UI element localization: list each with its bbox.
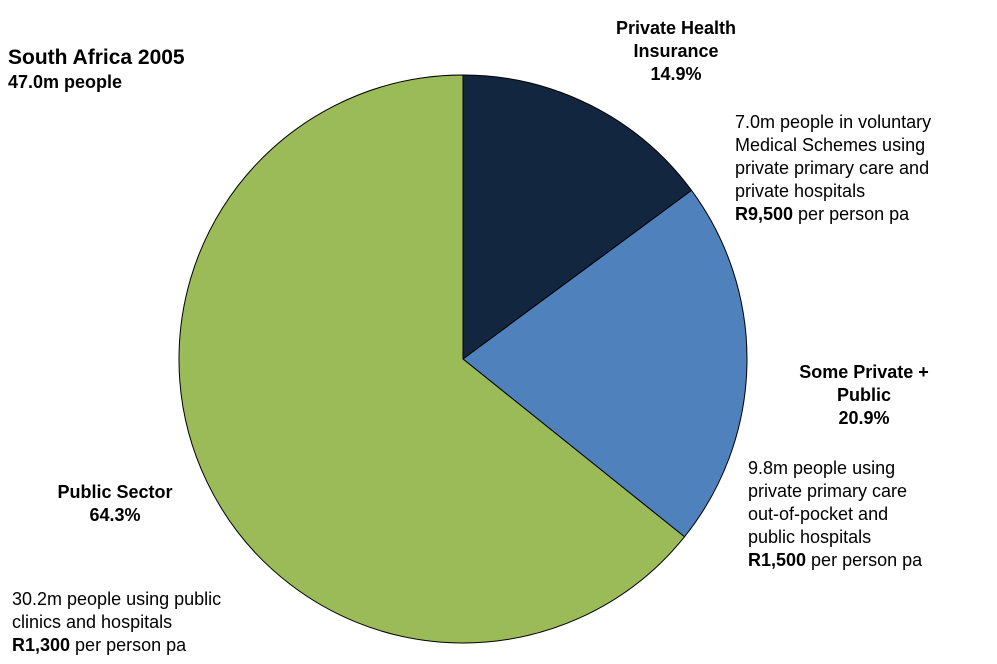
slice-public-sector xyxy=(178,74,686,644)
slice-label-line: Insurance xyxy=(633,41,719,61)
slice-private-health-insurance xyxy=(462,74,693,360)
desc-line: clinics and hospitals xyxy=(12,612,173,632)
slice-label-line: Private Health xyxy=(615,18,737,38)
cost-value: R1,500 xyxy=(748,550,807,570)
desc-line: 30.2m people using public xyxy=(12,589,222,609)
chart-title-block: South Africa 2005 47.0m people xyxy=(8,44,185,93)
desc-line: private primary care xyxy=(748,481,908,501)
cost-line: R1,500 per person pa xyxy=(748,549,996,572)
cost-line: R9,500 per person pa xyxy=(735,203,997,226)
desc-line: 9.8m people using xyxy=(748,458,896,478)
slice-percent: 20.9% xyxy=(838,408,890,428)
desc-line: private primary care and xyxy=(735,158,930,178)
cost-line: R1,300 per person pa xyxy=(12,634,312,657)
desc-line: private hospitals xyxy=(735,181,866,201)
desc-line: public hospitals xyxy=(748,527,872,547)
slice-label-some-private-public: Some Private + Public 20.9% xyxy=(744,361,984,430)
desc-line: out-of-pocket and xyxy=(748,504,889,524)
slice-label-line: Public xyxy=(836,385,891,405)
slice-description-private-health-insurance: 7.0m people in voluntary Medical Schemes… xyxy=(735,111,997,226)
slice-some-private-public xyxy=(462,189,748,538)
desc-line: 7.0m people in voluntary xyxy=(735,112,932,132)
slice-label-public-sector: Public Sector 64.3% xyxy=(10,481,220,527)
slice-description-public-sector: 30.2m people using public clinics and ho… xyxy=(12,588,312,657)
cost-unit: per person pa xyxy=(793,204,910,224)
slice-description-some-private-public: 9.8m people using private primary care o… xyxy=(748,457,996,572)
chart-subtitle: 47.0m people xyxy=(8,72,123,92)
slice-label-private-health-insurance: Private Health Insurance 14.9% xyxy=(566,17,786,86)
cost-unit: per person pa xyxy=(70,635,187,655)
chart-title: South Africa 2005 xyxy=(8,46,185,69)
cost-value: R1,300 xyxy=(12,635,71,655)
slice-label-line: Some Private + xyxy=(799,362,929,382)
desc-line: Medical Schemes using xyxy=(735,135,926,155)
slice-label-line: Public Sector xyxy=(57,482,173,502)
slice-percent: 14.9% xyxy=(650,64,702,84)
slice-percent: 64.3% xyxy=(89,505,141,525)
cost-unit: per person pa xyxy=(806,550,923,570)
cost-value: R9,500 xyxy=(735,204,794,224)
